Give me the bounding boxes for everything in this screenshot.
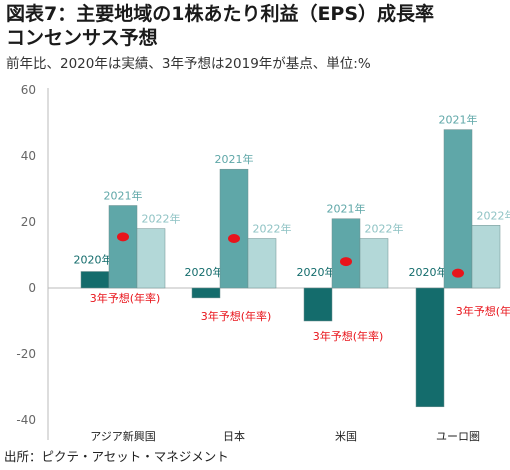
series-label: 2021年 xyxy=(327,202,366,216)
category-label: ユーロ圏 xyxy=(436,430,480,443)
chart-subtitle: 前年比、2020年は実績、3年予想は2019年が基点、単位:% xyxy=(6,56,371,72)
bar-2021年 xyxy=(331,218,361,289)
series-label: 2022年 xyxy=(142,212,181,226)
series-label: 2020年 xyxy=(185,265,224,279)
y-tick-label: 0 xyxy=(28,281,36,295)
title-line-1: 図表7：主要地域の1株あたり利益（EPS）成長率 xyxy=(6,3,435,25)
bar-2021年 xyxy=(108,205,138,289)
projection-label: 3年予想(年率) xyxy=(90,291,161,305)
projection-label: 3年予想(年率) xyxy=(313,329,384,343)
series-label: 2020年 xyxy=(74,253,113,267)
y-tick-label: -20 xyxy=(16,347,36,361)
y-tick-label: 40 xyxy=(21,149,36,163)
projection-dot xyxy=(340,257,352,267)
y-tick-label: -40 xyxy=(16,413,36,427)
series-label: 2021年 xyxy=(215,152,254,166)
series-label: 2021年 xyxy=(104,189,143,203)
series-label: 2022年 xyxy=(477,208,510,222)
bar-2022年 xyxy=(471,225,501,289)
bar-2022年 xyxy=(359,238,389,289)
source-note: 出所：ピクテ・アセット・マネジメント xyxy=(4,449,229,464)
projection-label: 3年予想(年率) xyxy=(456,304,510,318)
bar-2022年 xyxy=(136,228,166,289)
category-label: 日本 xyxy=(223,429,245,443)
bar-2020年 xyxy=(415,287,445,408)
bar-2022年 xyxy=(247,238,277,289)
series-label: 2021年 xyxy=(439,113,478,127)
series-label: 2022年 xyxy=(253,222,292,236)
bar-2021年 xyxy=(219,168,249,289)
bar-2020年 xyxy=(80,271,110,289)
title-line-2: コンセンサス予想 xyxy=(6,27,158,49)
series-label: 2020年 xyxy=(297,265,336,279)
category-label: アジア新興国 xyxy=(90,429,156,443)
bar-2020年 xyxy=(303,287,333,322)
series-label: 2022年 xyxy=(365,222,404,236)
projection-label: 3年予想(年率) xyxy=(201,309,272,323)
bar-2020年 xyxy=(191,287,221,299)
projection-dot xyxy=(228,234,240,243)
projection-dot xyxy=(117,232,129,242)
y-tick-label: 20 xyxy=(21,215,36,229)
projection-dot xyxy=(452,268,464,278)
category-label: 米国 xyxy=(335,430,357,443)
bar-2021年 xyxy=(443,129,473,289)
chart-title: 図表7：主要地域の1株あたり利益（EPS）成長率 コンセンサス予想 xyxy=(6,2,434,50)
y-tick-label: 60 xyxy=(21,83,36,97)
series-label: 2020年 xyxy=(409,265,448,279)
